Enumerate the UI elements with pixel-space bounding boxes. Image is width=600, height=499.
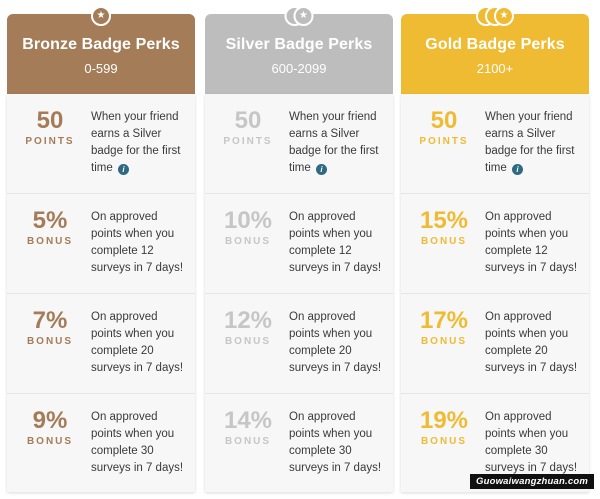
gold-perks-card: ★ Gold Badge Perks 2100+ 50 POINTS When …	[401, 6, 589, 492]
perk-amount: 5% BONUS	[19, 207, 81, 248]
perk-description: When your friend earns a Silver badge fo…	[91, 111, 181, 175]
perk-value: 14%	[223, 407, 273, 434]
info-icon[interactable]: i	[511, 164, 523, 175]
perk-unit: POINTS	[419, 136, 469, 147]
perk-amount: 12% BONUS	[217, 307, 279, 348]
perk-amount: 50 POINTS	[413, 107, 475, 148]
perk-amount: 19% BONUS	[413, 407, 475, 448]
info-icon[interactable]: i	[315, 164, 327, 175]
perk-unit: BONUS	[420, 236, 468, 247]
perk-row: 50 POINTS When your friend earns a Silve…	[205, 94, 393, 194]
perk-value: 50	[430, 107, 458, 134]
perk-description: When your friend earns a Silver badge fo…	[485, 111, 575, 175]
perk-unit: BONUS	[224, 236, 272, 247]
perk-value: 15%	[419, 207, 469, 234]
perk-amount: 7% BONUS	[19, 307, 81, 348]
points-range: 0-599	[84, 61, 118, 76]
perk-value: 17%	[419, 307, 469, 334]
perks-list: 50 POINTS When your friend earns a Silve…	[401, 94, 589, 492]
perk-value: 19%	[419, 407, 469, 434]
perks-list: 50 POINTS When your friend earns a Silve…	[205, 94, 393, 492]
star-coin-icon: ★	[293, 6, 314, 26]
info-icon[interactable]: i	[117, 164, 129, 175]
perk-description: On approved points when you complete 20 …	[289, 311, 382, 374]
perk-row: 15% BONUS On approved points when you co…	[401, 194, 589, 294]
perk-row: 5% BONUS On approved points when you com…	[7, 194, 195, 294]
perk-description: On approved points when you complete 30 …	[91, 411, 184, 474]
perk-value: 50	[36, 107, 64, 134]
perk-amount: 17% BONUS	[413, 307, 475, 348]
card-title: Silver Badge Perks	[225, 36, 373, 53]
points-range: 2100+	[476, 61, 514, 76]
perk-unit: BONUS	[420, 436, 468, 447]
perk-row: 14% BONUS On approved points when you co…	[205, 394, 393, 493]
perk-unit: POINTS	[223, 136, 273, 147]
card-title: Gold Badge Perks	[425, 36, 565, 53]
card-title: Bronze Badge Perks	[22, 36, 180, 53]
perk-amount: 9% BONUS	[19, 407, 81, 448]
perk-amount: 14% BONUS	[217, 407, 279, 448]
perk-description: On approved points when you complete 30 …	[485, 411, 578, 474]
silver-badge: ★	[284, 4, 314, 28]
silver-card-header: ★ Silver Badge Perks 600-2099	[205, 6, 393, 94]
perk-unit: BONUS	[26, 436, 74, 447]
perk-row: 50 POINTS When your friend earns a Silve…	[7, 94, 195, 194]
perk-value: 7%	[32, 307, 68, 334]
perk-unit: BONUS	[26, 236, 74, 247]
bronze-perks-card: ★ Bronze Badge Perks 0-599 50 POINTS Whe…	[7, 6, 195, 492]
perk-value: 12%	[223, 307, 273, 334]
perk-amount: 50 POINTS	[19, 107, 81, 148]
perk-unit: BONUS	[224, 336, 272, 347]
perk-row: 7% BONUS On approved points when you com…	[7, 294, 195, 394]
perk-row: 17% BONUS On approved points when you co…	[401, 294, 589, 394]
perks-list: 50 POINTS When your friend earns a Silve…	[7, 94, 195, 492]
perk-description: On approved points when you complete 12 …	[289, 211, 382, 274]
perk-value: 50	[234, 107, 262, 134]
perk-unit: BONUS	[26, 336, 74, 347]
perk-description: When your friend earns a Silver badge fo…	[289, 111, 379, 175]
gold-card-header: ★ Gold Badge Perks 2100+	[401, 6, 589, 94]
perk-value: 9%	[32, 407, 68, 434]
perk-value: 10%	[223, 207, 273, 234]
perk-description: On approved points when you complete 12 …	[91, 211, 184, 274]
perk-unit: BONUS	[224, 436, 272, 447]
perk-amount: 50 POINTS	[217, 107, 279, 148]
perk-value: 5%	[32, 207, 68, 234]
gold-badge: ★	[476, 4, 514, 28]
perk-row: 10% BONUS On approved points when you co…	[205, 194, 393, 294]
bronze-badge: ★	[91, 4, 111, 28]
perk-description: On approved points when you complete 30 …	[289, 411, 382, 474]
perk-description: On approved points when you complete 20 …	[91, 311, 184, 374]
perk-row: 19% BONUS On approved points when you co…	[401, 394, 589, 493]
star-coin-icon: ★	[91, 6, 111, 26]
perk-unit: BONUS	[420, 336, 468, 347]
perk-unit: POINTS	[25, 136, 75, 147]
perk-row: 9% BONUS On approved points when you com…	[7, 394, 195, 493]
perk-description: On approved points when you complete 20 …	[485, 311, 578, 374]
perk-amount: 10% BONUS	[217, 207, 279, 248]
watermark: Guowaiwangzhuan.com	[469, 474, 594, 489]
perk-amount: 15% BONUS	[413, 207, 475, 248]
silver-perks-card: ★ Silver Badge Perks 600-2099 50 POINTS …	[205, 6, 393, 492]
perk-row: 12% BONUS On approved points when you co…	[205, 294, 393, 394]
points-range: 600-2099	[271, 61, 327, 76]
star-coin-icon: ★	[494, 6, 514, 26]
perk-description: On approved points when you complete 12 …	[485, 211, 578, 274]
bronze-card-header: ★ Bronze Badge Perks 0-599	[7, 6, 195, 94]
perk-row: 50 POINTS When your friend earns a Silve…	[401, 94, 589, 194]
